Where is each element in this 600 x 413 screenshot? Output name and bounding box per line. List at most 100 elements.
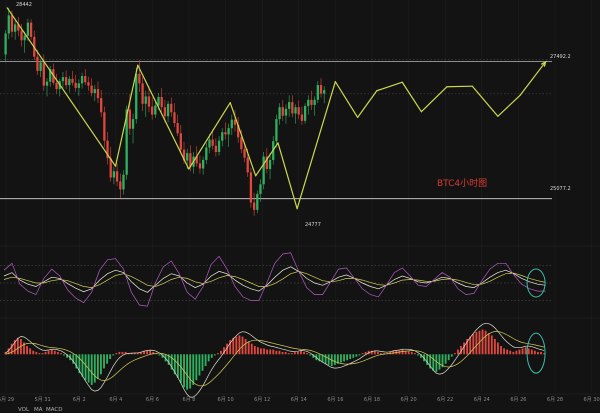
macd-bar-negative [93,354,96,383]
macd-bar-positive [20,338,22,355]
x-tick-label: 6月 4 [109,397,122,403]
macd-bar-negative [327,354,330,365]
x-tick-label: 6月 14 [291,397,307,403]
candle-down [179,133,182,150]
macd-bar-positive [56,351,59,355]
tab-vol[interactable]: VOL [18,407,30,413]
macd-bar-positive [118,351,121,355]
candle-up [323,90,326,94]
macd-bar-negative [355,354,358,357]
macd-bar-negative [109,354,112,359]
macd-bar-positive [401,349,404,355]
candle-up [294,107,297,114]
candle-down [163,107,167,117]
macd-bar-negative [210,354,213,358]
macd-bar-positive [226,343,229,355]
macd-bar-positive [140,351,142,355]
tab-macd[interactable]: MACD [46,407,63,413]
candle-up [201,159,205,169]
candle-up [284,108,288,116]
kdj-j-line [3,252,546,307]
kdj-d-line [3,271,546,288]
macd-bar-positive [306,353,309,355]
macd-bar-positive [16,337,19,355]
candle-up [227,128,230,135]
macd-bar-positive [407,350,410,355]
candle-down [151,106,154,115]
candle-up [80,76,84,84]
macd-bar-positive [152,351,155,355]
macd-bar-negative [447,354,450,361]
candle-up [205,147,208,160]
x-tick-label: 6月 24 [474,397,490,403]
x-tick-label: 6月 16 [327,397,343,403]
macd-bar-positive [41,353,44,355]
candle-up [186,153,189,161]
macd-bar-negative [198,354,201,376]
macd-bar-positive [130,353,133,355]
candle-up [68,78,71,86]
macd-bar-positive [60,353,62,355]
macd-bar-positive [220,350,222,355]
macd-bar-positive [149,350,152,355]
candle-up [307,99,310,107]
macd-bar-negative [176,354,179,378]
macd-bar-positive [460,346,462,355]
candle-up [14,24,17,32]
macd-bar-positive [278,350,281,355]
tab-ma[interactable]: MA [34,407,43,413]
macd-bar-negative [103,354,105,369]
pattern-segment [471,85,499,117]
macd-bar-positive [223,347,225,355]
macd-bar-positive [275,350,278,355]
candle-down [170,103,173,113]
pattern-segment [277,142,298,210]
candle-down [87,82,90,86]
macd-bar-positive [247,341,250,355]
candle-down [195,156,198,164]
candle-up [77,83,81,88]
candle-down [249,172,253,203]
bottom-tabs: VOL MA MACD [18,407,63,413]
candle-up [7,15,10,34]
x-tick-label: 6月 28 [547,397,563,403]
macd-bar-negative [192,354,195,385]
candle-down [71,78,74,83]
candle-down [128,109,131,129]
macd-bar-positive [506,349,509,355]
macd-bar-negative [309,354,312,356]
candle-down [310,99,313,105]
macd-bar-positive [133,353,136,355]
candle-up [122,174,125,190]
candle-up [125,109,128,175]
candle-up [278,107,281,120]
macd-bar-positive [121,351,124,355]
x-tick-label: 6月 10 [218,397,234,403]
candle-up [217,140,221,152]
macd-bar-negative [349,354,352,359]
macd-bar-negative [189,354,192,389]
x-tick-label: 6月 6 [146,397,159,403]
candle-down [176,123,179,134]
macd-bar-negative [180,354,182,383]
macd-bar-negative [343,354,345,362]
candle-down [147,96,151,107]
pattern-segment [420,86,448,113]
candle-up [259,184,262,194]
macd-bar-positive [124,351,127,355]
macd-bar-negative [333,354,336,365]
macd-bar-negative [81,354,84,377]
macd-bar-negative [186,354,189,390]
candle-up [144,96,147,104]
macd-dea-line [5,331,545,387]
candle-down [214,145,218,152]
candle-down [100,98,103,113]
macd-bar-positive [260,348,262,355]
pattern-segment [229,102,257,177]
macd-bar-negative [318,354,321,362]
macd-bar-negative [112,354,115,356]
candle-up [303,106,307,121]
candle-up [4,33,7,55]
pattern-segment [188,102,231,170]
